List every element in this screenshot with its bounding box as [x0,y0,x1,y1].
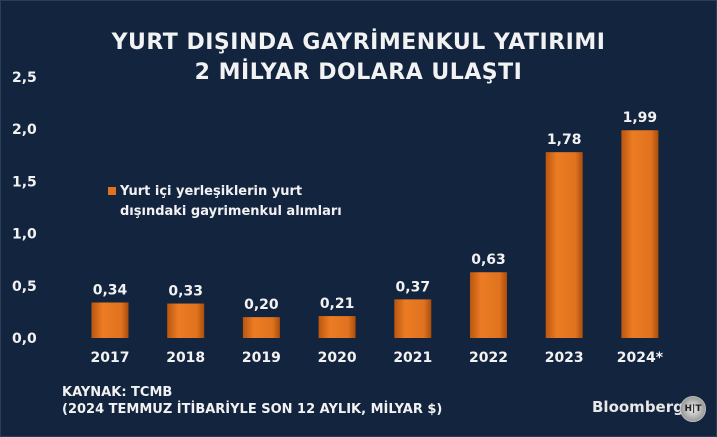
bar-2022 [470,272,507,338]
x-tick-label: 2022 [469,350,508,366]
source-line-2: (2024 TEMMUZ İTİBARİYLE SON 12 AYLIK, Mİ… [62,402,443,417]
data-label: 1,78 [547,132,582,148]
x-tick-label: 2024* [617,350,664,366]
x-tick-label: 2021 [393,350,432,366]
data-label: 0,63 [471,252,506,268]
data-label: 0,37 [396,279,431,295]
legend-swatch [108,187,116,195]
bar-2018 [167,303,205,338]
ht-logo-icon: H|T [680,396,706,422]
x-tick-label: 2018 [166,350,205,366]
y-tick-label: 2,5 [12,70,37,86]
x-tick-label: 2019 [242,350,281,366]
x-tick-label: 2017 [91,350,130,366]
bar-2023 [545,152,583,338]
legend-label: Yurt içi yerleşiklerin yurt [119,184,302,199]
y-tick-label: 1,0 [12,227,37,243]
bar-2024* [621,130,659,338]
legend-label: dışındaki gayrimenkul alımları [120,204,342,219]
data-label: 0,20 [244,297,279,313]
x-tick-label: 2020 [318,350,357,366]
bar-2021 [394,299,432,338]
data-label: 0,33 [168,284,203,300]
source-line-1: KAYNAK: TCMB [62,385,173,400]
bar-2020 [318,316,356,338]
y-tick-label: 2,0 [12,122,37,138]
y-tick-label: 0,5 [12,279,37,295]
y-tick-label: 1,5 [12,174,37,190]
y-tick-label: 0,0 [12,331,37,347]
data-label: 0,21 [320,296,355,312]
data-label: 0,34 [93,283,128,299]
chart-title-line-1: YURT DIŞINDA GAYRİMENKUL YATIRIMI [111,30,606,55]
bar-2019 [242,317,280,338]
bar-2017 [91,302,129,338]
bloomberg-logo: Bloomberg [592,398,684,416]
chart-title-line-2: 2 MİLYAR DOLARA ULAŞTI [194,60,523,85]
data-label: 1,99 [623,110,658,126]
x-tick-label: 2023 [545,350,584,366]
